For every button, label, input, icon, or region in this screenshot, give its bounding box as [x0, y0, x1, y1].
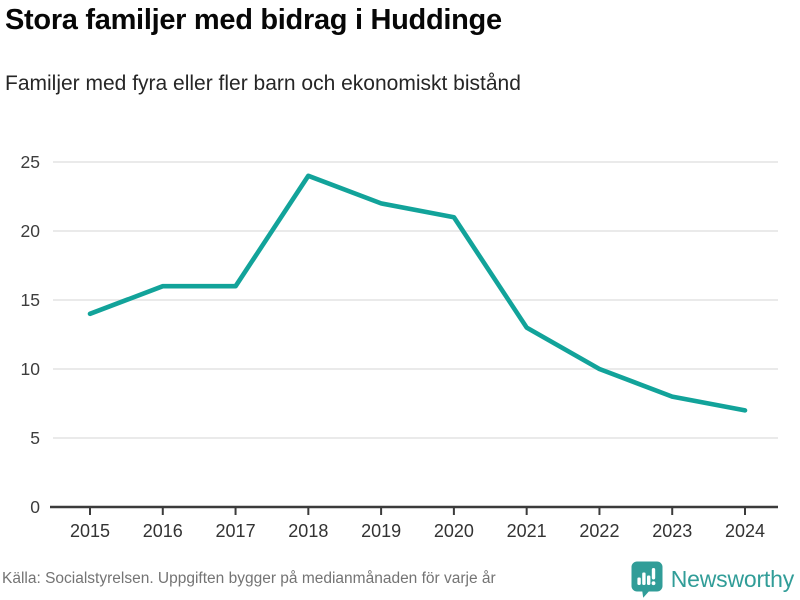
- x-axis-label: 2024: [725, 521, 765, 541]
- chart-title: Stora familjer med bidrag i Huddinge: [5, 4, 502, 36]
- y-axis-label: 25: [21, 152, 40, 172]
- x-axis-label: 2021: [507, 521, 547, 541]
- x-axis-label: 2016: [143, 521, 183, 541]
- x-axis-label: 2017: [216, 521, 256, 541]
- source-note: Källa: Socialstyrelsen. Uppgiften bygger…: [2, 570, 496, 587]
- x-axis-label: 2023: [652, 521, 692, 541]
- x-axis-label: 2020: [434, 521, 474, 541]
- y-axis-label: 20: [21, 221, 41, 241]
- x-axis-label: 2019: [361, 521, 401, 541]
- newsworthy-logo-icon: [631, 561, 663, 598]
- newsworthy-logo-text: Newsworthy: [670, 565, 794, 592]
- y-axis-label: 10: [21, 359, 41, 379]
- chart-footer: Källa: Socialstyrelsen. Uppgiften bygger…: [2, 558, 794, 600]
- x-axis-label: 2015: [70, 521, 110, 541]
- data-series-line: [87, 173, 748, 413]
- x-axis-label: 2018: [288, 521, 328, 541]
- y-axis-label: 0: [30, 497, 40, 517]
- y-axis-label: 5: [30, 428, 40, 448]
- x-axis-label: 2022: [579, 521, 619, 541]
- chart-subtitle: Familjer med fyra eller fler barn och ek…: [5, 72, 521, 95]
- newsworthy-logo: Newsworthy: [630, 560, 794, 598]
- y-axis-label: 15: [21, 290, 40, 310]
